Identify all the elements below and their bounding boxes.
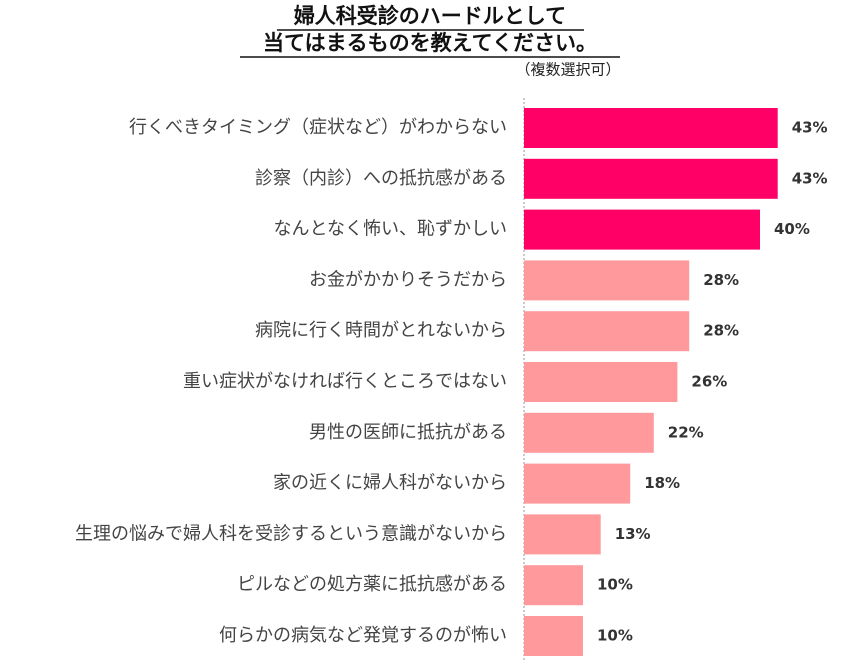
category-label: お金がかかりそうだから [309,269,507,290]
bar [524,260,690,301]
data-label: 28% [703,271,739,289]
category-label: 診察（内診）への抵抗感がある [255,168,507,189]
data-label: 28% [703,322,739,340]
category-label: 何らかの病気など発覚するのが怖い [219,625,507,646]
data-label: 10% [597,627,633,645]
data-label: 43% [792,119,828,137]
chart-title: 当てはまるものを教えてください。 [263,31,597,55]
bar [524,209,760,250]
category-label: 生理の悩みで婦人科を受診するという意識がないから [75,523,507,544]
data-label: 26% [691,373,727,391]
bar [524,616,583,656]
data-label: 18% [644,474,680,492]
category-label: 病院に行く時間がとれないから [255,320,507,341]
category-label: 家の近くに婦人科がないから [273,473,507,494]
bar [524,108,778,148]
data-label: 40% [774,220,810,238]
chart-title: 婦人科受診のハードルとして [293,4,566,28]
bar [524,412,654,453]
data-label: 43% [792,169,828,187]
bar [524,311,690,352]
bar [524,514,601,555]
chart-subtitle: （複数選択可） [515,61,620,79]
category-label: 重い症状がなければ行くところではない [183,371,507,392]
category-label: 男性の医師に抵抗がある [309,422,507,443]
category-label: ピルなどの処方薬に抵抗感がある [237,574,507,595]
data-label: 13% [615,525,651,543]
bar [524,565,583,606]
bar [524,362,678,402]
bar [524,463,631,504]
data-label: 22% [668,423,704,441]
category-label: 行くべきタイミング（症状など）がわからない [129,117,507,138]
bar [524,158,778,199]
category-label: なんとなく怖い、恥ずかしい [274,219,507,240]
data-label: 10% [597,576,633,594]
